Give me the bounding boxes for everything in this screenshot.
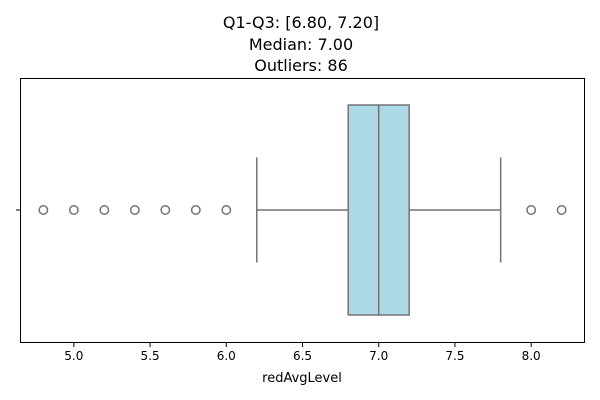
x-tick-label: 8.0 [522, 349, 541, 363]
outlier-point [556, 205, 567, 215]
outlier-point [160, 205, 171, 215]
outlier-point [526, 205, 537, 215]
x-axis-label: redAvgLevel [262, 371, 342, 386]
title-line-3: Outliers: 86 [254, 56, 348, 75]
x-tick-label: 6.5 [293, 349, 312, 363]
plot-area [38, 104, 567, 316]
outlier-point [68, 205, 79, 215]
outlier-point [129, 205, 140, 215]
x-tick-label: 5.5 [141, 349, 160, 363]
x-tick-label: 7.0 [369, 349, 388, 363]
chart-title: Q1-Q3: [6.80, 7.20] Median: 7.00 Outlier… [223, 13, 379, 75]
outlier-point [221, 205, 232, 215]
x-tick-label: 5.0 [64, 349, 83, 363]
title-line-1: Q1-Q3: [6.80, 7.20] [223, 13, 379, 32]
x-axis: 5.0 5.5 6.0 6.5 7.0 7.5 8.0 [64, 342, 541, 363]
outlier-point [38, 205, 49, 215]
x-tick-label: 6.0 [217, 349, 236, 363]
outlier-point [99, 205, 110, 215]
title-line-2: Median: 7.00 [249, 35, 353, 54]
outlier-point [190, 205, 201, 215]
x-tick-label: 7.5 [445, 349, 464, 363]
